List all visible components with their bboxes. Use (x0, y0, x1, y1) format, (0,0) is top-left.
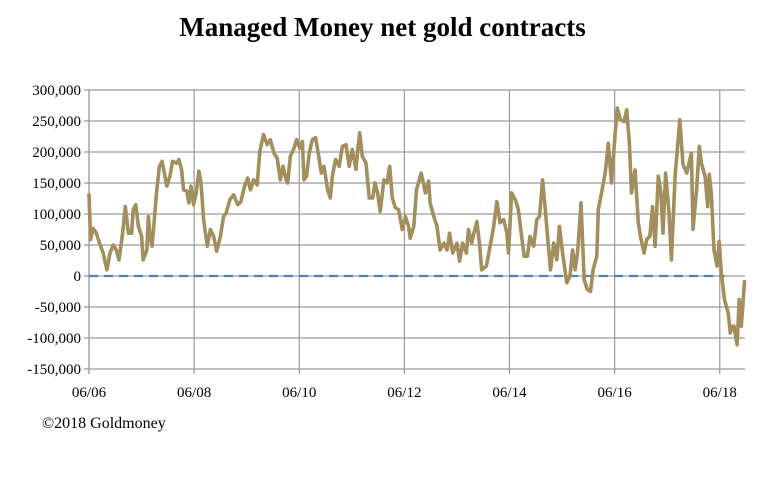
y-tick-label: -100,000 (27, 331, 81, 347)
x-tick-label: 06/10 (282, 385, 316, 401)
y-tick-label: 200,000 (32, 145, 81, 161)
x-tick-label: 06/14 (492, 385, 527, 401)
net-contracts-series-line (87, 106, 747, 347)
gridlines (84, 89, 745, 374)
y-tick-label: 50,000 (40, 238, 81, 254)
series-lines (87, 106, 747, 347)
y-tick-label: 150,000 (32, 176, 81, 192)
y-tick-label: 0 (74, 269, 82, 285)
y-tick-label: 250,000 (32, 114, 81, 130)
x-tick-label: 06/06 (72, 385, 107, 401)
y-tick-label: -150,000 (27, 362, 81, 378)
x-tick-label: 06/16 (598, 385, 633, 401)
chart-title: Managed Money net gold contracts (179, 12, 586, 42)
y-tick-label: -50,000 (35, 300, 81, 316)
y-axis-ticks: 300,000 250,000 200,000 150,000 100,000 50,00… (27, 83, 81, 378)
x-tick-label: 06/12 (387, 385, 421, 401)
x-tick-label: 06/08 (177, 385, 211, 401)
x-axis-ticks: 06/06 06/08 06/10 06/12 06/14 06/16 06/18 (72, 385, 737, 401)
y-tick-label: 100,000 (32, 207, 81, 223)
copyright-note: ©2018 Goldmoney (42, 415, 166, 432)
y-tick-label: 300,000 (32, 83, 81, 99)
x-tick-label: 06/18 (703, 385, 737, 401)
